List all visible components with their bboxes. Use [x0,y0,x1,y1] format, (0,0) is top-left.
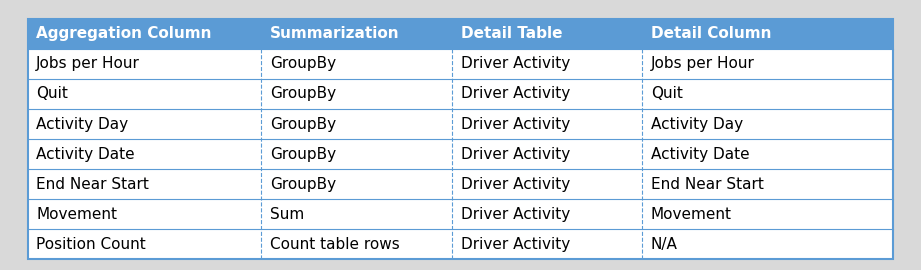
Text: Driver Activity: Driver Activity [460,56,570,72]
Text: Aggregation Column: Aggregation Column [36,26,212,41]
Text: Driver Activity: Driver Activity [460,117,570,131]
Text: Detail Table: Detail Table [460,26,562,41]
Text: Activity Day: Activity Day [651,117,743,131]
Text: Driver Activity: Driver Activity [460,86,570,102]
Text: GroupBy: GroupBy [270,117,336,131]
Text: GroupBy: GroupBy [270,147,336,161]
Text: End Near Start: End Near Start [36,177,149,192]
Text: Quit: Quit [36,86,68,102]
Text: Activity Date: Activity Date [651,147,750,161]
Text: Activity Day: Activity Day [36,117,128,131]
Text: Detail Column: Detail Column [651,26,772,41]
Text: Jobs per Hour: Jobs per Hour [651,56,755,72]
Text: Movement: Movement [651,207,732,222]
Text: GroupBy: GroupBy [270,177,336,192]
Text: Driver Activity: Driver Activity [460,237,570,252]
Text: Summarization: Summarization [270,26,400,41]
Text: Driver Activity: Driver Activity [460,177,570,192]
Text: Driver Activity: Driver Activity [460,207,570,222]
Text: Quit: Quit [651,86,682,102]
Text: Driver Activity: Driver Activity [460,147,570,161]
Text: GroupBy: GroupBy [270,56,336,72]
Text: GroupBy: GroupBy [270,86,336,102]
Text: Position Count: Position Count [36,237,146,252]
Text: Activity Date: Activity Date [36,147,134,161]
Text: Movement: Movement [36,207,117,222]
Text: Count table rows: Count table rows [270,237,400,252]
Text: Sum: Sum [270,207,304,222]
Text: N/A: N/A [651,237,678,252]
Text: End Near Start: End Near Start [651,177,764,192]
Text: Jobs per Hour: Jobs per Hour [36,56,140,72]
